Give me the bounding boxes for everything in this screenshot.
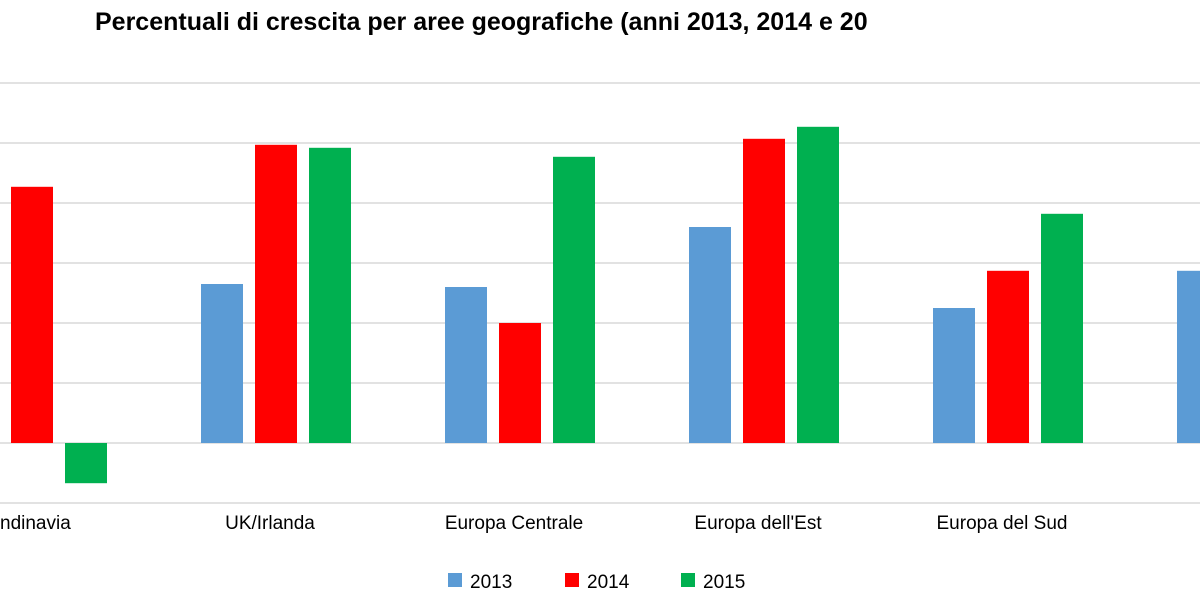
bar-2015 [553,156,595,444]
bar-2014 [11,186,53,444]
category-labels: ndinavia UK/Irlanda Europa Centrale Europa … [0,513,1068,534]
category-label: Europa dell'Est [694,513,822,534]
bar-2013 [445,287,487,443]
bar-2014 [987,270,1029,443]
bar-2013 [201,284,243,443]
bar-2013 [689,227,731,443]
legend: 2013 2014 2015 [448,572,745,593]
bar-2013 [1177,270,1200,443]
bar-2015 [1041,213,1083,443]
bar-2013 [933,308,975,443]
category-label: ndinavia [0,513,71,534]
category-label: UK/Irlanda [225,513,315,534]
legend-swatch-2015 [681,573,695,587]
bar-2015 [309,147,351,444]
bar-2015 [65,443,107,484]
bars [11,126,1200,484]
bar-2015 [797,126,839,444]
legend-swatch-2013 [448,573,462,587]
legend-label: 2014 [587,572,630,593]
gridlines [0,82,1200,504]
bar-2014 [255,144,297,444]
legend-swatch-2014 [565,573,579,587]
category-label: Europa del Sud [937,513,1068,534]
legend-label: 2013 [470,572,512,593]
chart-title: Percentuali di crescita per aree geograf… [95,8,868,36]
bar-2014 [743,138,785,444]
category-label: Europa Centrale [445,513,583,534]
legend-label: 2015 [703,572,745,593]
bar-2014 [499,323,541,443]
